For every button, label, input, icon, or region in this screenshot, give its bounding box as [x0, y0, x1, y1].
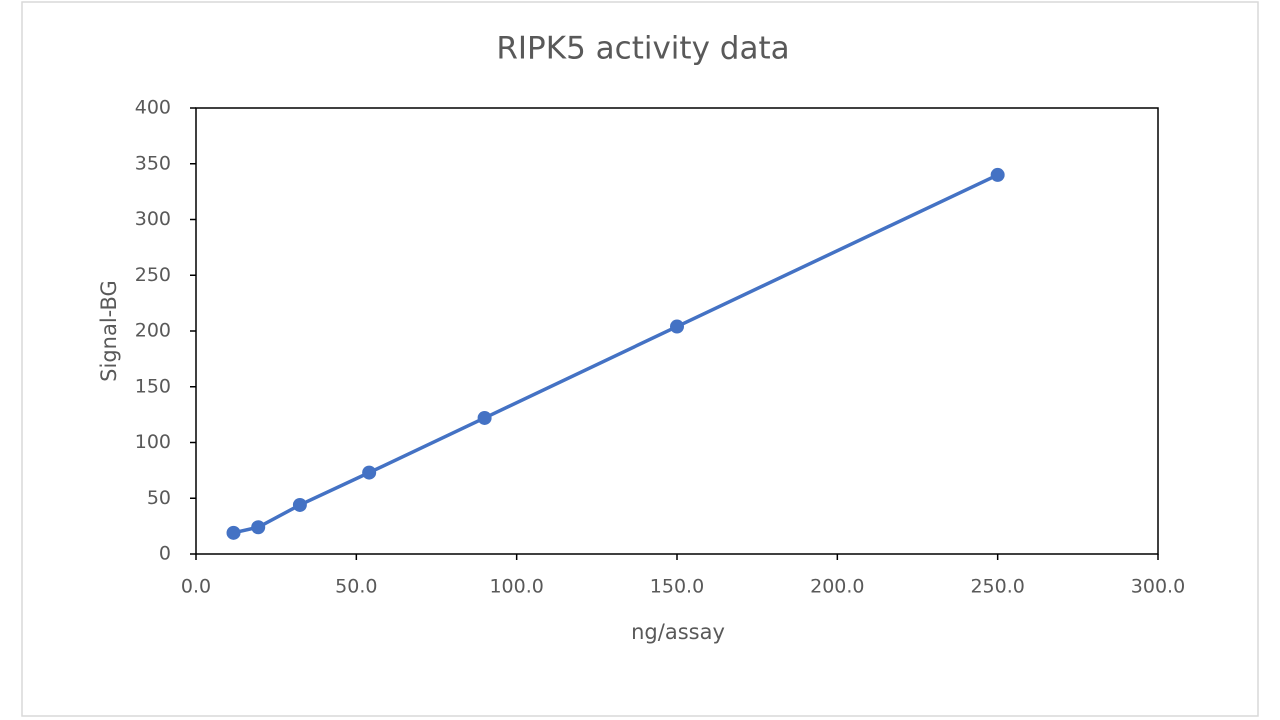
x-axis-title: ng/assay — [631, 620, 725, 644]
y-axis-title: Signal-BG — [97, 280, 121, 382]
data-point — [226, 525, 241, 540]
y-tick-label: 0 — [159, 543, 171, 565]
x-tick-label: 50.0 — [335, 576, 377, 598]
y-tick-label: 400 — [135, 97, 171, 119]
x-tick-label: 100.0 — [489, 576, 543, 598]
y-tick-label: 150 — [135, 375, 171, 397]
data-point — [251, 520, 266, 535]
x-tick-label: 200.0 — [810, 576, 864, 598]
x-tick-label: 250.0 — [970, 576, 1024, 598]
y-tick-label: 300 — [135, 208, 171, 230]
chart-frame — [21, 1, 1259, 717]
data-point — [670, 319, 684, 334]
x-tick-label: 300.0 — [1131, 576, 1185, 598]
y-tick-label: 250 — [135, 264, 171, 286]
data-point — [477, 410, 492, 425]
data-point — [990, 167, 1005, 182]
y-tick-label: 100 — [135, 431, 171, 453]
y-tick-label: 50 — [147, 487, 171, 509]
data-point — [292, 497, 307, 512]
y-tick-label: 350 — [135, 152, 171, 174]
data-point — [362, 465, 377, 480]
y-tick-label: 200 — [135, 320, 171, 342]
x-tick-label: 0.0 — [181, 576, 211, 598]
chart-title: RIPK5 activity data — [496, 31, 789, 67]
x-tick-label: 150.0 — [650, 576, 704, 598]
